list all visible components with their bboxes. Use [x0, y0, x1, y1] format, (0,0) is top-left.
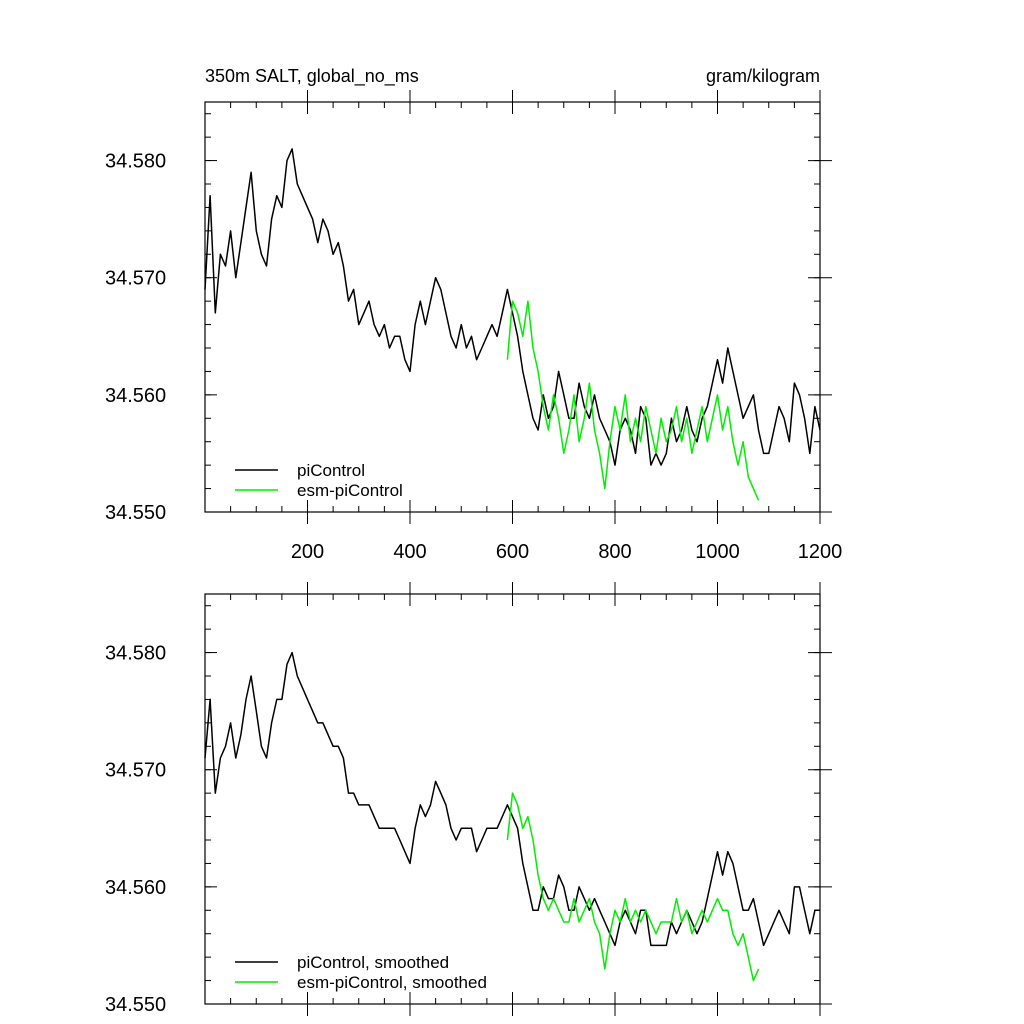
- y-tick-label: 34.560: [105, 877, 166, 899]
- series-line-esm-picontrol: [506, 300, 760, 501]
- panel-top: 200 400 600 800 1000 1200 34.550 34.560 34.570 34…: [105, 90, 842, 563]
- series-line-picontrol-smoothed: [204, 651, 820, 947]
- y-tick-label: 34.560: [105, 385, 166, 407]
- chart-title: 350m SALT, global_no_ms: [205, 66, 419, 87]
- legend-entry: esm-piControl: [297, 481, 403, 500]
- x-tick-label: 800: [598, 541, 631, 563]
- legend-entry: piControl: [297, 461, 365, 480]
- y-tick-label: 34.550: [105, 502, 166, 524]
- y-tick-label: 34.580: [105, 151, 166, 173]
- x-tick-label: 1200: [798, 541, 843, 563]
- panel-bottom: 34.550 34.560 34.570 34.580 piControl, smoot…: [105, 582, 832, 1016]
- series-line-esm-picontrol-smoothed: [506, 792, 760, 982]
- x-tick-label: 600: [496, 541, 529, 563]
- x-tick-label: 400: [393, 541, 426, 563]
- y-tick-label: 34.570: [105, 268, 166, 290]
- y-tick-label: 34.580: [105, 643, 166, 665]
- x-tick-label: 200: [291, 541, 324, 563]
- y-tick-label: 34.570: [105, 760, 166, 782]
- series-line-picontrol: [204, 148, 821, 466]
- units-label: gram/kilogram: [706, 66, 820, 86]
- legend-entry: piControl, smoothed: [297, 953, 449, 972]
- y-tick-label: 34.550: [105, 994, 166, 1016]
- legend-entry: esm-piControl, smoothed: [297, 973, 487, 992]
- x-tick-label: 1000: [695, 541, 740, 563]
